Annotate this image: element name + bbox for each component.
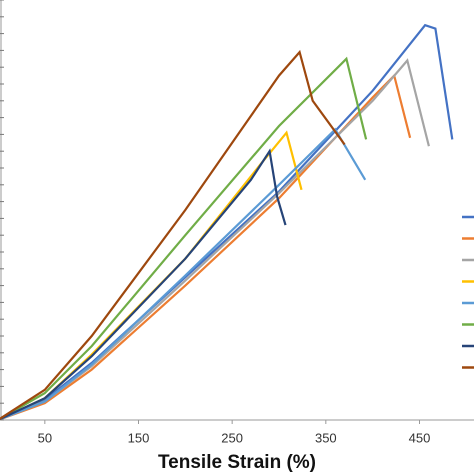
series-line (0, 148, 287, 421)
series-line (0, 23, 454, 421)
series-line (0, 127, 367, 421)
series-line (0, 49, 346, 421)
x-tick-label: 50 (38, 430, 52, 445)
x-tick-label: 250 (221, 430, 243, 445)
x-axis-title: Tensile Strain (%) (158, 452, 316, 473)
x-tick-label: 150 (128, 430, 150, 445)
series-line (0, 56, 368, 421)
series-line (0, 73, 412, 421)
x-tick-label: 350 (315, 430, 337, 445)
x-tick-label: 450 (409, 430, 431, 445)
